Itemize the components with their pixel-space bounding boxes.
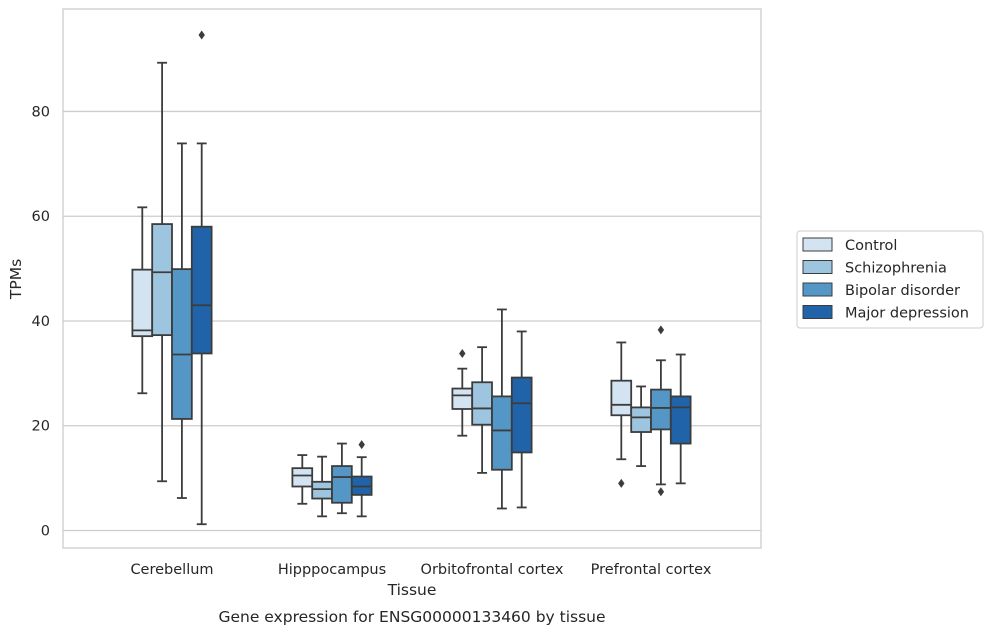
x-axis-label: Tissue	[387, 581, 437, 599]
box-body	[491, 395, 513, 471]
x-tick-label-prefrontal-cortex: Prefrontal cortex	[591, 562, 712, 578]
legend: Control Schizophrenia Bipolar disorder Majo…	[796, 230, 984, 329]
legend-swatch-bipolar-disorder	[802, 282, 833, 297]
box-body	[291, 467, 314, 488]
box-major-depression-0	[190, 30, 213, 526]
box-body	[510, 376, 533, 454]
box-body	[650, 388, 672, 431]
y-tick-label-40: 40	[32, 314, 50, 330]
legend-swatch-major-depression	[802, 305, 833, 319]
x-tick-labels: Cerebellum Hipppocampus Orbitofrontal cort…	[130, 562, 711, 578]
box-control-3	[610, 341, 633, 488]
legend-label-control: Control	[845, 238, 897, 254]
chart-caption: Gene expression for ENSG00000133460 by t…	[218, 608, 605, 626]
box-major-depression-3	[669, 353, 692, 485]
y-tick-label-80: 80	[32, 104, 50, 120]
y-tick-label-60: 60	[32, 209, 50, 225]
y-tick-labels: 0 20 40 60 80	[32, 104, 50, 539]
x-tick-label-hipppocampus: Hipppocampus	[278, 562, 386, 578]
legend-swatch-schizophrenia	[802, 260, 833, 274]
outlier-point	[657, 325, 665, 335]
legend-frame	[796, 230, 984, 329]
boxes	[131, 30, 692, 526]
box-control-0	[131, 206, 154, 395]
box-body	[171, 268, 193, 420]
y-tick-label-0: 0	[41, 524, 50, 540]
box-body	[131, 268, 154, 338]
legend-label-bipolar-disorder: Bipolar disorder	[845, 283, 960, 299]
box-major-depression-2	[510, 330, 533, 509]
x-tick-label-orbitofrontal-cortex: Orbitofrontal cortex	[421, 562, 564, 578]
box-body	[331, 465, 353, 504]
plot-frame	[62, 8, 762, 549]
box-major-depression-1	[350, 440, 373, 518]
legend-swatch-control	[802, 237, 833, 252]
box-body	[669, 395, 692, 445]
box-control-1	[291, 454, 314, 505]
box-body	[610, 379, 633, 417]
y-tick-label-20: 20	[32, 419, 50, 435]
box-schizophrenia-0	[151, 61, 173, 483]
legend-label-schizophrenia: Schizophrenia	[845, 261, 947, 277]
outlier-point	[459, 348, 466, 358]
outlier-point	[198, 30, 205, 40]
box-body	[471, 381, 493, 426]
outlier-point	[358, 440, 365, 450]
x-tick-label-cerebellum: Cerebellum	[130, 562, 213, 578]
box-body	[190, 225, 213, 355]
box-bipolar-disorder-0	[171, 142, 193, 499]
box-body	[451, 387, 474, 410]
box-body	[151, 223, 173, 337]
outlier-point	[657, 487, 665, 497]
box-body	[630, 406, 652, 433]
legend-label-major-depression: Major depression	[845, 306, 969, 322]
outlier-point	[618, 478, 625, 488]
box-body	[311, 480, 333, 500]
y-axis-label: TPMs	[7, 259, 25, 300]
